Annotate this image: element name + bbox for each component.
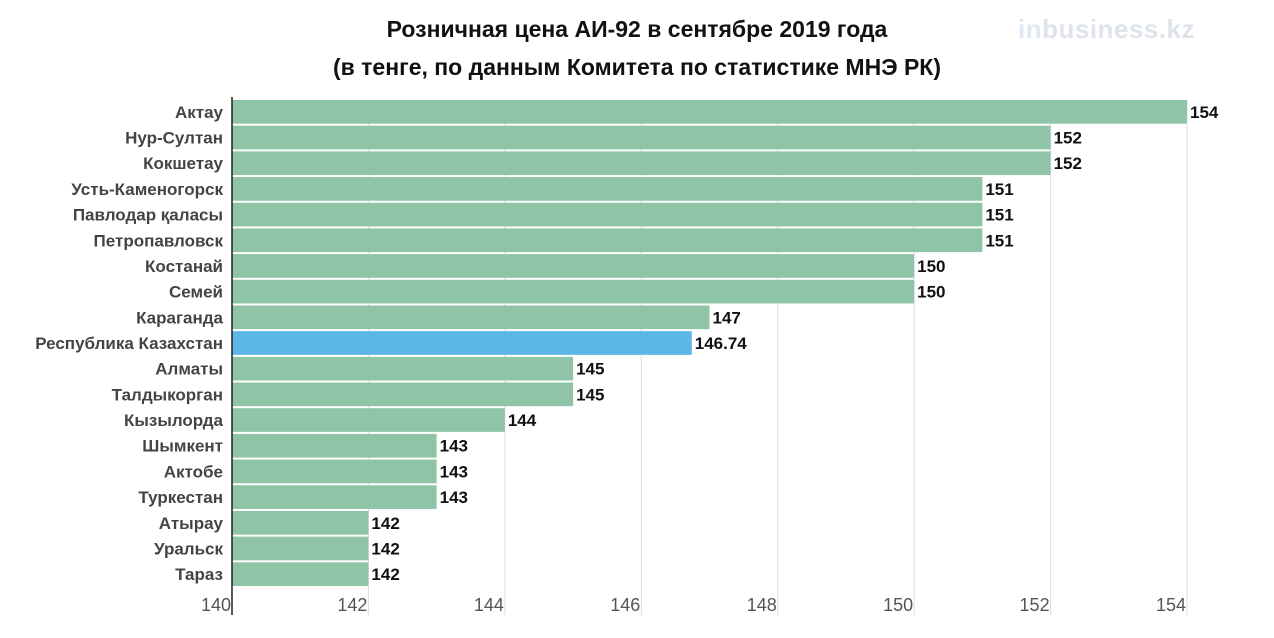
category-label: Республика Казахстан xyxy=(35,334,223,353)
category-label: Костанай xyxy=(145,257,223,276)
chart-title-line-1: Розничная цена АИ-92 в сентябре 2019 год… xyxy=(386,16,888,42)
x-tick-label: 140 xyxy=(201,595,231,615)
bar[interactable] xyxy=(232,382,574,407)
category-label: Кокшетау xyxy=(143,154,223,173)
category-label: Атырау xyxy=(159,514,224,533)
logo-prefix: in xyxy=(1018,14,1043,44)
bar[interactable] xyxy=(232,305,710,330)
value-label: 154 xyxy=(1190,103,1219,122)
value-label: 142 xyxy=(371,565,399,584)
value-label: 152 xyxy=(1054,154,1082,173)
value-label: 143 xyxy=(440,462,468,481)
x-tick-label: 150 xyxy=(883,595,913,615)
category-label: Тараз xyxy=(175,565,223,584)
bar[interactable] xyxy=(232,100,1187,124)
bar[interactable] xyxy=(232,510,369,535)
bar[interactable] xyxy=(232,151,1051,176)
x-tick-label: 142 xyxy=(337,595,367,615)
x-tick-label: 146 xyxy=(610,595,640,615)
category-label: Караганда xyxy=(136,308,223,327)
value-label: 146.74 xyxy=(695,334,748,353)
category-label: Усть-Каменогорск xyxy=(71,180,223,199)
category-label: Нур-Султан xyxy=(125,129,223,148)
x-tick-label: 144 xyxy=(474,595,504,615)
bar[interactable] xyxy=(232,459,437,484)
bar[interactable] xyxy=(232,177,983,201)
bar[interactable] xyxy=(232,562,369,586)
x-tick-label: 152 xyxy=(1020,595,1050,615)
value-label: 145 xyxy=(576,385,604,404)
bar[interactable] xyxy=(232,485,437,509)
value-label: 151 xyxy=(985,231,1013,250)
category-label: Уральск xyxy=(154,539,223,558)
bar[interactable] xyxy=(232,433,437,458)
x-tick-label: 148 xyxy=(747,595,777,615)
value-labels: 154 152 152 151 151 151 150 150 147 146.74 145 145 1… xyxy=(371,103,1218,584)
value-label: 145 xyxy=(576,360,604,379)
value-label: 143 xyxy=(440,488,468,507)
value-label: 150 xyxy=(917,257,945,276)
category-label: Актобе xyxy=(164,462,223,481)
chart-title-line-2: (в тенге, по данным Комитета по статисти… xyxy=(332,54,941,80)
category-label: Кызылорда xyxy=(124,411,224,430)
value-label: 147 xyxy=(713,308,741,327)
bar[interactable] xyxy=(232,254,915,278)
category-label: Павлодар қаласы xyxy=(73,206,223,225)
bar[interactable] xyxy=(232,408,505,432)
value-label: 151 xyxy=(985,180,1013,199)
value-label: 142 xyxy=(371,539,399,558)
category-label: Семей xyxy=(169,283,223,302)
bar[interactable] xyxy=(232,536,369,561)
x-axis-ticks: 140 142 144 146 148 150 152 154 xyxy=(201,595,1186,615)
category-label: Актау xyxy=(175,103,224,122)
category-label: Алматы xyxy=(155,360,223,379)
inbusiness-logo[interactable]: inbusiness.kz xyxy=(1018,14,1195,45)
logo-rest: business.kz xyxy=(1042,14,1196,44)
value-label: 143 xyxy=(440,437,468,456)
x-tick-label: 154 xyxy=(1156,595,1186,615)
value-label: 151 xyxy=(985,206,1013,225)
bar[interactable] xyxy=(232,125,1051,150)
category-labels: Актау Нур-Султан Кокшетау Усть-Каменогорск П… xyxy=(35,103,223,584)
bar[interactable] xyxy=(232,228,983,253)
bar[interactable] xyxy=(232,202,983,227)
bar[interactable] xyxy=(232,331,692,355)
bars xyxy=(232,100,1187,586)
category-label: Петропавловск xyxy=(94,231,224,250)
bar[interactable] xyxy=(232,356,574,381)
category-label: Туркестан xyxy=(138,488,223,507)
value-label: 152 xyxy=(1054,129,1082,148)
category-label: Шымкент xyxy=(142,437,223,456)
value-label: 150 xyxy=(917,283,945,302)
bar[interactable] xyxy=(232,279,915,304)
value-label: 142 xyxy=(371,514,399,533)
value-label: 144 xyxy=(508,411,537,430)
category-label: Талдыкорган xyxy=(112,385,223,404)
